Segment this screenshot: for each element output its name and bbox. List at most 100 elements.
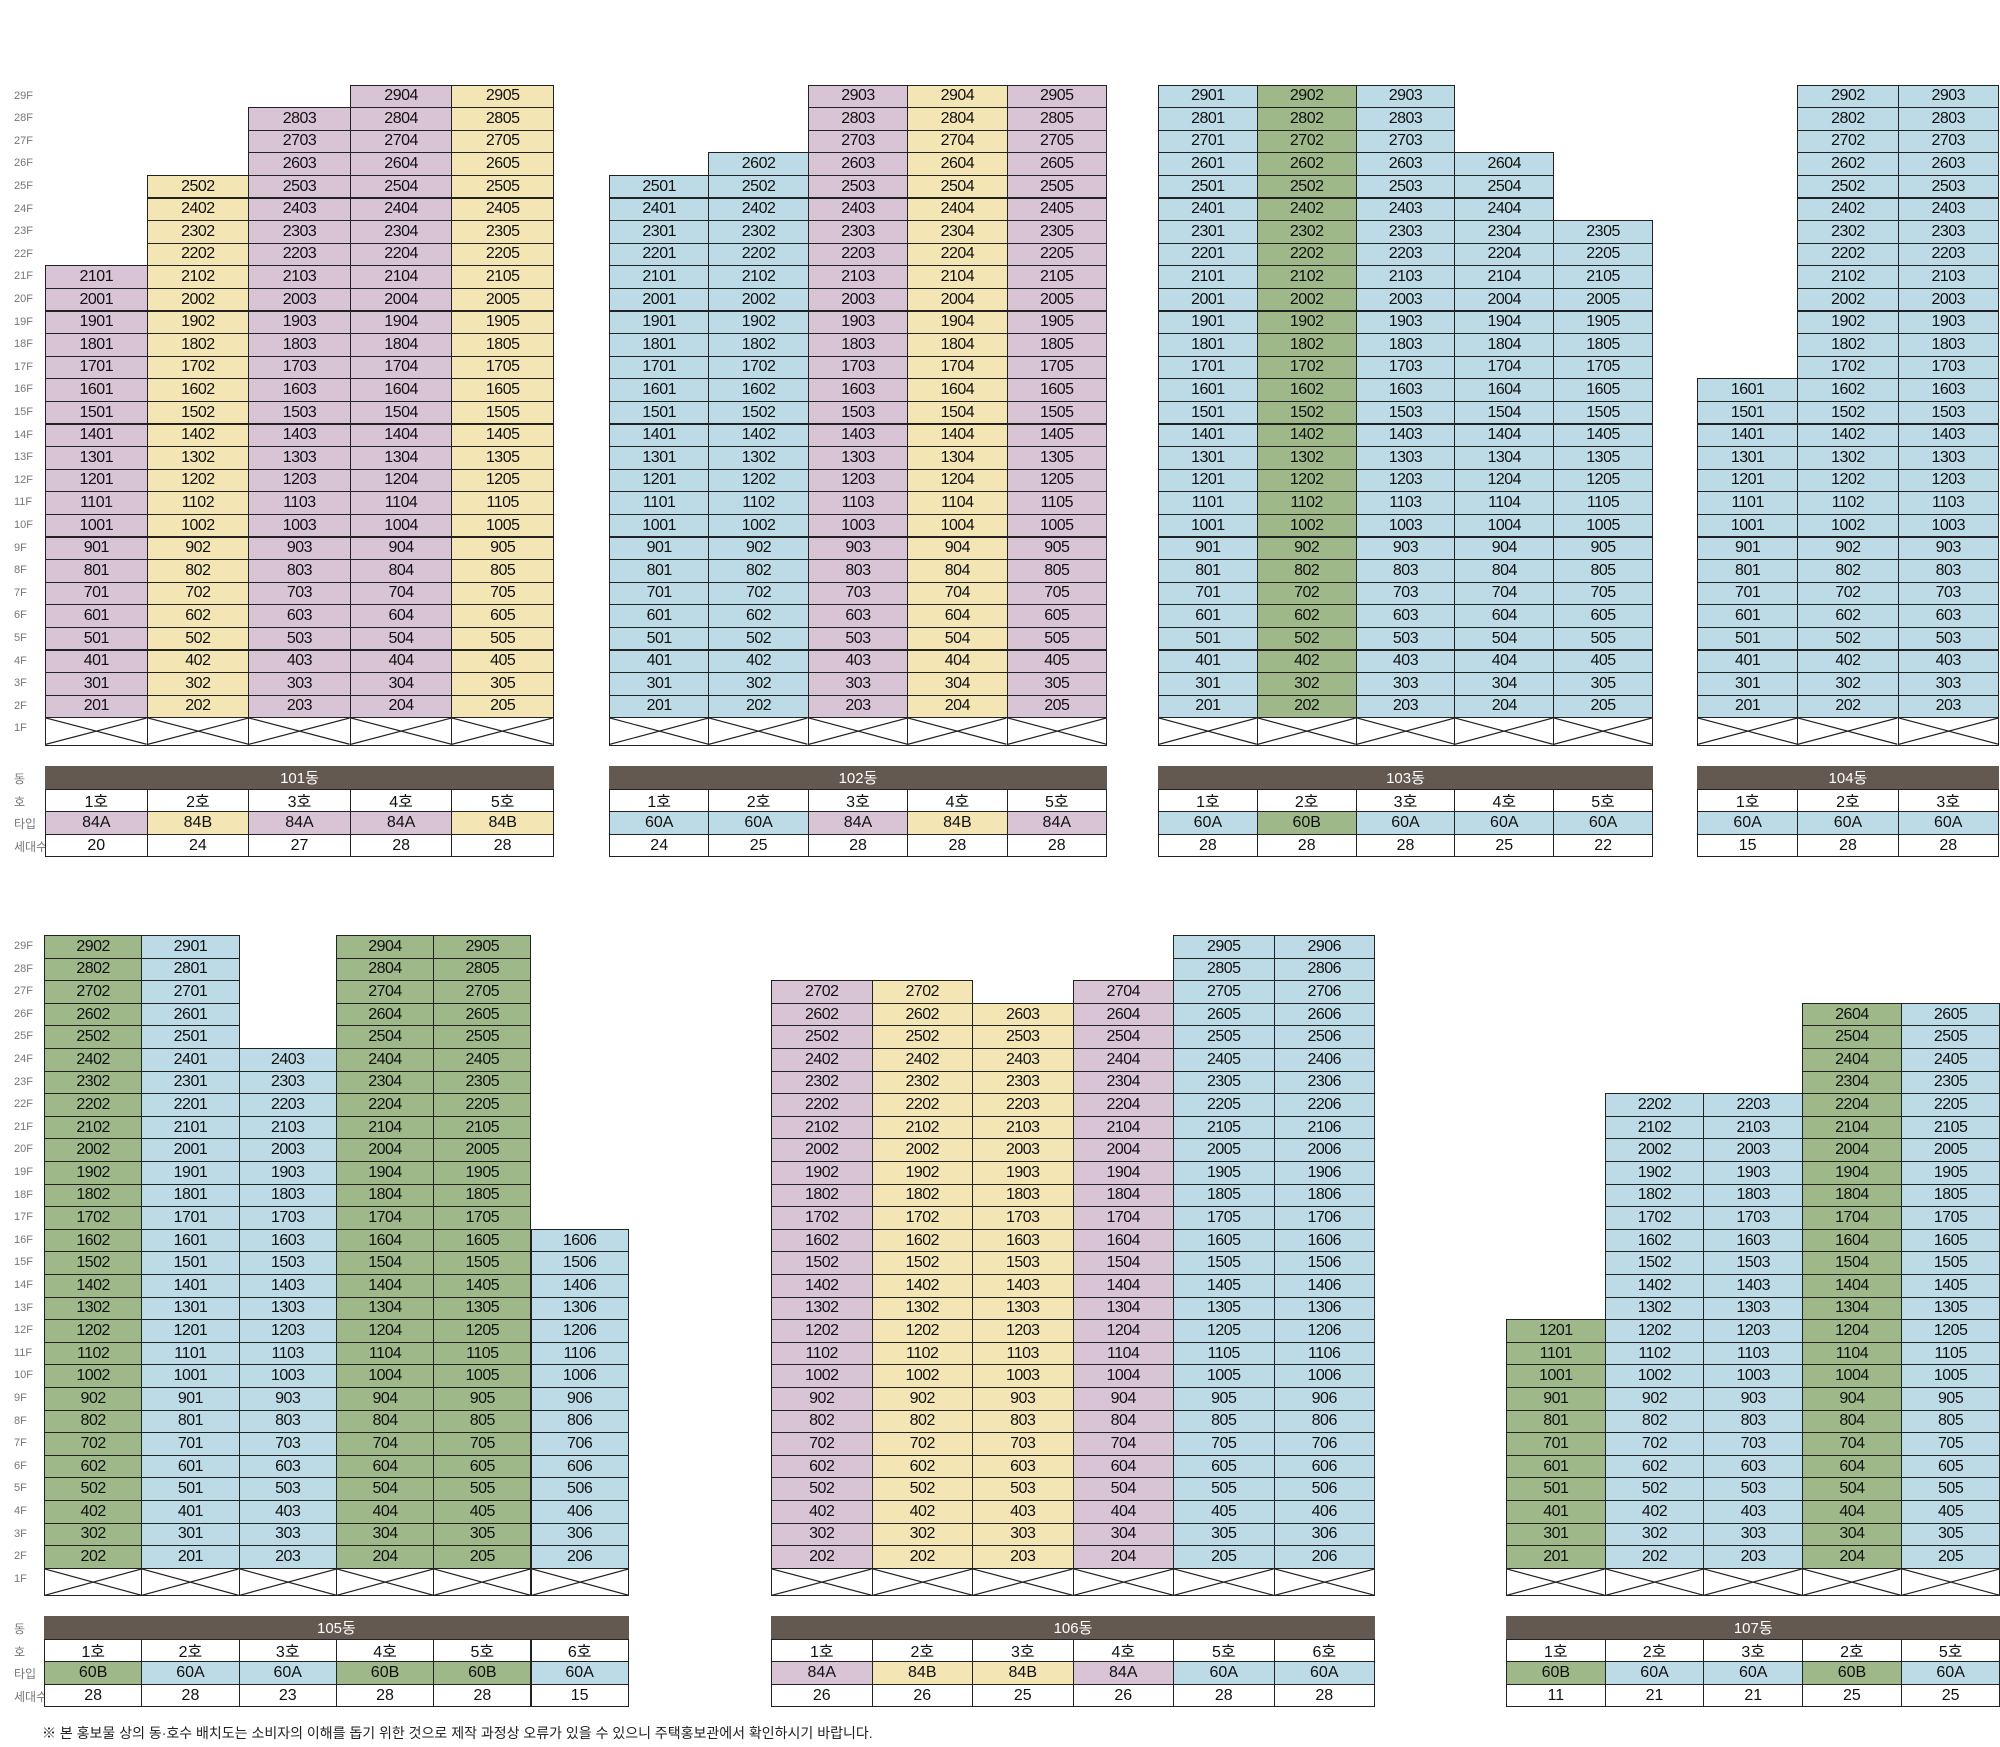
unit-cell[interactable]: 2302: [871, 1070, 973, 1095]
unit-cell[interactable]: 505: [1553, 626, 1653, 651]
unit-cell[interactable]: 2502: [871, 1025, 973, 1049]
unit-cell[interactable]: 1005: [451, 513, 554, 538]
unit-cell[interactable]: 405: [1173, 1500, 1275, 1524]
unit-cell[interactable]: 1604: [349, 378, 453, 402]
unit-cell[interactable]: 2401: [609, 197, 710, 222]
unit-cell[interactable]: 1503: [1355, 400, 1456, 425]
unit-cell[interactable]: 305: [1173, 1522, 1275, 1547]
unit-cell[interactable]: 506: [1273, 1477, 1375, 1501]
unit-cell[interactable]: 1103: [238, 1341, 337, 1366]
unit-cell[interactable]: 1404: [349, 423, 453, 448]
unit-cell[interactable]: 703: [248, 581, 351, 606]
unit-cell[interactable]: 1902: [1604, 1161, 1705, 1185]
unit-cell[interactable]: 2404: [1454, 197, 1555, 222]
unit-cell[interactable]: 1101: [1158, 491, 1258, 515]
unit-cell[interactable]: 1001: [1697, 513, 1799, 538]
unit-cell[interactable]: 2202: [146, 242, 250, 267]
unit-cell[interactable]: 505: [1173, 1477, 1275, 1501]
unit-cell[interactable]: 1804: [907, 333, 1008, 357]
unit-cell[interactable]: 2701: [1158, 129, 1258, 154]
unit-cell[interactable]: 2303: [1355, 220, 1456, 244]
unit-cell[interactable]: 1405: [433, 1274, 532, 1298]
unit-cell[interactable]: 1005: [433, 1364, 532, 1388]
unit-cell[interactable]: 901: [1158, 536, 1258, 561]
unit-cell[interactable]: 1605: [451, 378, 554, 402]
unit-cell[interactable]: 2905: [451, 84, 554, 109]
unit-cell[interactable]: 303: [1897, 672, 1999, 696]
unit-cell[interactable]: 1904: [349, 310, 453, 335]
unit-cell[interactable]: 305: [451, 672, 554, 696]
unit-cell[interactable]: 2402: [44, 1048, 143, 1072]
unit-cell[interactable]: 1002: [1797, 513, 1899, 538]
unit-cell[interactable]: 2903: [807, 84, 909, 109]
unit-cell[interactable]: 2502: [1256, 174, 1357, 199]
unit-cell[interactable]: 1402: [44, 1274, 143, 1298]
unit-cell[interactable]: 604: [1802, 1454, 1902, 1479]
unit-cell[interactable]: 502: [771, 1477, 873, 1501]
unit-cell[interactable]: 1204: [907, 468, 1008, 493]
unit-cell[interactable]: 905: [1900, 1387, 2000, 1411]
unit-cell[interactable]: 2003: [1897, 287, 1999, 312]
unit-cell[interactable]: 1602: [1256, 378, 1357, 402]
unit-cell[interactable]: 2104: [907, 265, 1008, 289]
unit-cell[interactable]: 1202: [1797, 468, 1899, 493]
unit-cell[interactable]: 304: [1454, 672, 1555, 696]
unit-cell[interactable]: 2002: [1256, 287, 1357, 312]
unit-cell[interactable]: 1305: [451, 446, 554, 470]
unit-cell[interactable]: 903: [972, 1387, 1074, 1411]
unit-cell[interactable]: 2702: [44, 980, 143, 1004]
unit-cell[interactable]: 1403: [807, 423, 909, 448]
unit-cell[interactable]: 1206: [1273, 1319, 1375, 1343]
unit-cell[interactable]: 2804: [907, 107, 1008, 131]
unit-cell[interactable]: 2406: [1273, 1048, 1375, 1072]
unit-cell[interactable]: 2303: [238, 1070, 337, 1095]
unit-cell[interactable]: 2104: [349, 265, 453, 289]
unit-cell[interactable]: 802: [771, 1409, 873, 1434]
unit-cell[interactable]: 403: [1355, 649, 1456, 674]
unit-cell[interactable]: 1902: [771, 1161, 873, 1185]
unit-cell[interactable]: 705: [451, 581, 554, 606]
unit-cell[interactable]: 1004: [335, 1364, 435, 1388]
unit-cell[interactable]: 705: [433, 1432, 532, 1456]
unit-cell[interactable]: 2004: [1454, 287, 1555, 312]
unit-cell[interactable]: 1702: [708, 355, 809, 380]
unit-cell[interactable]: 1405: [1173, 1274, 1275, 1298]
unit-cell[interactable]: 2605: [1900, 1002, 2000, 1027]
unit-cell[interactable]: 1603: [972, 1228, 1074, 1253]
unit-cell[interactable]: 802: [1797, 559, 1899, 583]
unit-cell[interactable]: 1205: [1553, 468, 1653, 493]
unit-cell[interactable]: 2203: [807, 242, 909, 267]
unit-cell[interactable]: 2204: [335, 1093, 435, 1117]
unit-cell[interactable]: 2105: [451, 265, 554, 289]
unit-cell[interactable]: 803: [238, 1409, 337, 1434]
unit-cell[interactable]: 2004: [335, 1138, 435, 1162]
unit-cell[interactable]: 804: [335, 1409, 435, 1434]
unit-cell[interactable]: 1702: [1797, 355, 1899, 380]
unit-cell[interactable]: 2205: [1173, 1093, 1275, 1117]
unit-cell[interactable]: 802: [708, 559, 809, 583]
unit-cell[interactable]: 203: [238, 1545, 337, 1569]
unit-cell[interactable]: 306: [1273, 1522, 1375, 1547]
unit-cell[interactable]: 2602: [44, 1002, 143, 1027]
unit-cell[interactable]: 2503: [1355, 174, 1456, 199]
unit-cell[interactable]: 2202: [44, 1093, 143, 1117]
unit-cell[interactable]: 906: [530, 1387, 629, 1411]
unit-cell[interactable]: 1803: [248, 333, 351, 357]
unit-cell[interactable]: 2804: [349, 107, 453, 131]
unit-cell[interactable]: 702: [871, 1432, 973, 1456]
unit-cell[interactable]: 1202: [44, 1319, 143, 1343]
unit-cell[interactable]: 2204: [1454, 242, 1555, 267]
unit-cell[interactable]: 1903: [1703, 1161, 1804, 1185]
unit-cell[interactable]: 1602: [1797, 378, 1899, 402]
unit-cell[interactable]: 1705: [1553, 355, 1653, 380]
unit-cell[interactable]: 1105: [1173, 1341, 1275, 1366]
unit-cell[interactable]: 2203: [972, 1093, 1074, 1117]
unit-cell[interactable]: 304: [335, 1522, 435, 1547]
unit-cell[interactable]: 1804: [1072, 1183, 1174, 1208]
unit-cell[interactable]: 1505: [1553, 400, 1653, 425]
unit-cell[interactable]: 1602: [146, 378, 250, 402]
unit-cell[interactable]: 1302: [708, 446, 809, 470]
unit-cell[interactable]: 1301: [45, 446, 148, 470]
unit-cell[interactable]: 803: [1355, 559, 1456, 583]
unit-cell[interactable]: 2502: [771, 1025, 873, 1049]
